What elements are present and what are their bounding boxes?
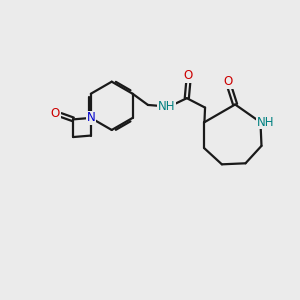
Text: NH: NH — [158, 100, 175, 113]
Text: O: O — [184, 69, 193, 82]
Text: N: N — [86, 111, 95, 124]
Text: O: O — [51, 107, 60, 120]
Text: NH: NH — [257, 116, 275, 129]
Text: O: O — [224, 75, 233, 88]
